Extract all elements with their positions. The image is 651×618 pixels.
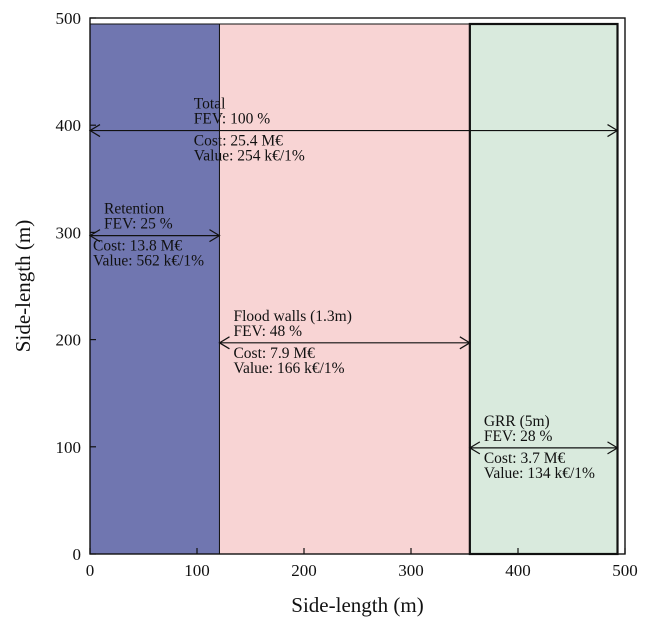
arrow-head-left	[88, 124, 101, 138]
x-tick-label: 400	[505, 561, 531, 580]
x-tick-label: 500	[612, 561, 638, 580]
arrow-head-left	[468, 441, 481, 455]
annotation-value: Value: 134 k€/1%	[484, 465, 595, 482]
annotation-fev: FEV: 25 %	[104, 216, 173, 233]
arrow-head-right	[459, 336, 472, 350]
y-tick-label: 0	[73, 545, 82, 564]
annotation-fev: FEV: 100 %	[194, 111, 270, 128]
annotation-value: Value: 254 k€/1%	[194, 148, 305, 165]
annotation-cost: Cost: 13.8 M€	[93, 238, 182, 255]
annotation-title: Retention	[104, 201, 165, 218]
annotation-grr-5m: GRR (5m)FEV: 28 % Cost: 3.7 M€Value: 134 …	[468, 413, 619, 482]
arrow-head-left	[88, 229, 101, 243]
annotation-cost: Cost: 25.4 M€	[194, 133, 283, 150]
annotation-fev: FEV: 28 %	[484, 428, 553, 445]
region-grr-5m	[468, 22, 619, 556]
arrow-head-right	[607, 124, 619, 138]
tick-layer: 0 100 200 300 400 500 0 100 200 300 400 500	[56, 9, 638, 580]
x-tick-label: 0	[86, 561, 95, 580]
region-retention	[89, 23, 220, 555]
annotation-title: Flood walls (1.3m)	[233, 308, 351, 325]
y-tick-label: 200	[56, 331, 82, 350]
annotation-flood-walls-1-3m: Flood walls (1.3m)FEV: 48 % Cost: 7.9 M€V…	[218, 308, 472, 377]
x-tick-label: 200	[291, 561, 317, 580]
annotation-title: Total	[194, 96, 226, 113]
arrow-head-right	[607, 441, 619, 455]
x-tick-label: 300	[398, 561, 424, 580]
region-flood-walls-1-3m	[218, 23, 471, 555]
annotation-value: Value: 562 k€/1%	[93, 253, 204, 270]
x-axis-title: Side-length (m)	[291, 593, 423, 617]
annotation-fev: FEV: 48 %	[233, 323, 302, 340]
arrow-head-right	[209, 229, 221, 243]
annotation-cost: Cost: 3.7 M€	[484, 450, 566, 467]
annotation-title: GRR (5m)	[484, 413, 550, 430]
y-tick-label: 300	[56, 223, 82, 242]
y-tick-label: 500	[56, 9, 82, 28]
y-tick-label: 400	[56, 116, 82, 135]
plot-frame	[89, 17, 626, 555]
y-axis-title: Side-length (m)	[11, 220, 35, 352]
arrow-head-left	[218, 336, 230, 350]
annotation-value: Value: 166 k€/1%	[233, 360, 344, 377]
annotation-cost: Cost: 7.9 M€	[233, 345, 315, 362]
y-tick-label: 100	[56, 438, 82, 457]
x-tick-label: 100	[184, 561, 210, 580]
region-layer	[89, 22, 619, 556]
